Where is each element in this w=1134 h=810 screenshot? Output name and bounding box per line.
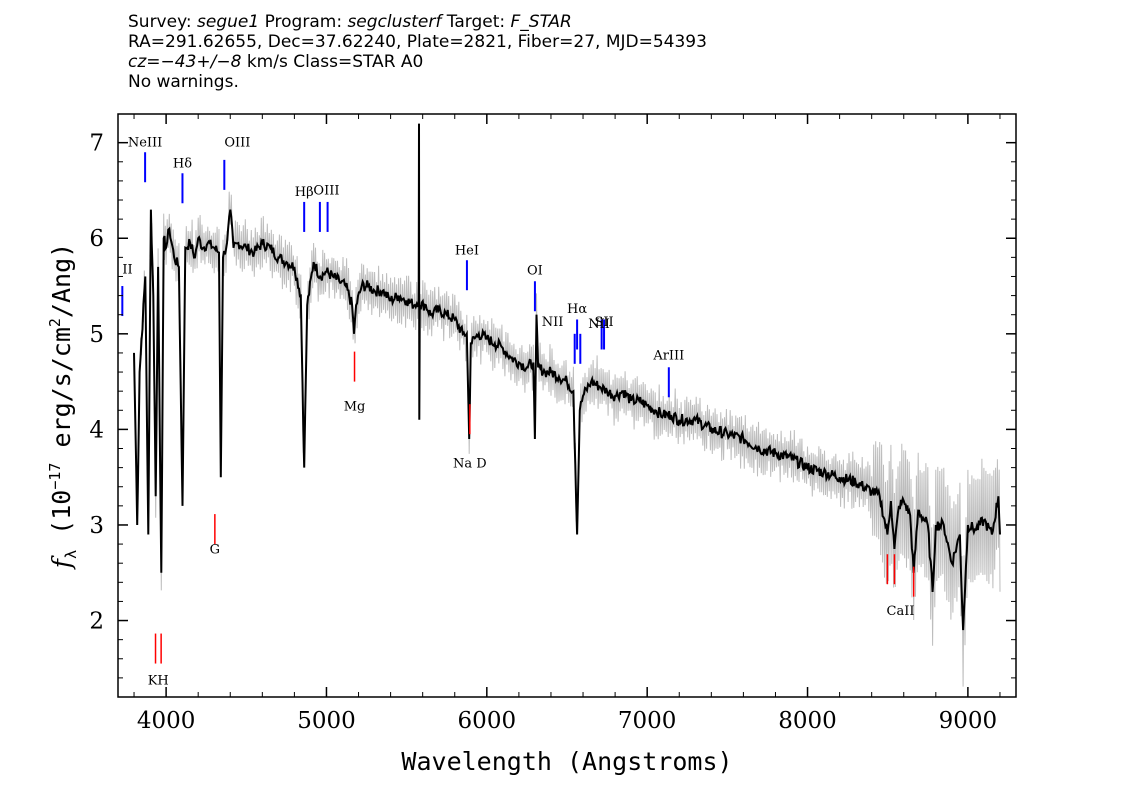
- target-label: Target:: [441, 12, 511, 32]
- line-label: KH: [148, 674, 169, 689]
- header-line-redshift: cz=−43+/−8 km/s Class=STAR A0: [128, 52, 707, 72]
- line-label: HeI: [455, 243, 479, 258]
- header-line-coordinates: RA=291.62655, Dec=37.62240, Plate=2821, …: [128, 32, 707, 52]
- line-label: II: [122, 263, 132, 278]
- cz-value: −43+/−8: [160, 52, 242, 72]
- x-tick-label: 6000: [458, 708, 517, 734]
- line-label: NeIII: [128, 135, 162, 150]
- spectrum-line: [133, 123, 1001, 631]
- y-label-exp2: 2: [46, 318, 64, 327]
- noise-band: [133, 136, 1001, 687]
- y-label-unit-c: /Ang): [47, 243, 76, 318]
- survey-value: segue1: [197, 12, 260, 32]
- y-tick-label: 6: [89, 226, 104, 252]
- line-label: CaII: [887, 604, 915, 619]
- line-label: G: [210, 543, 220, 558]
- y-tick-label: 2: [89, 609, 104, 635]
- line-label: OIII: [313, 183, 339, 198]
- x-tick-label: 9000: [939, 708, 998, 734]
- line-label: Hα: [567, 302, 587, 317]
- y-axis-label: fλ (10−17 erg/s/cm2/Ang): [46, 243, 80, 570]
- program-value: segclusterf: [347, 12, 442, 32]
- x-tick-label: 4000: [137, 708, 196, 734]
- line-label: Hβ: [295, 185, 314, 200]
- axes: 4000 5000 6000 7000 8000 9000 2 3 4 5 6 7: [89, 114, 1016, 734]
- line-label: Mg: [344, 399, 366, 414]
- line-label: OIII: [224, 135, 250, 150]
- line-label: NII: [588, 317, 610, 332]
- y-label-sub: λ: [62, 550, 80, 559]
- line-label: NII: [542, 315, 564, 330]
- header-line-warnings: No warnings.: [128, 72, 239, 92]
- y-tick-label: 5: [89, 322, 104, 348]
- y-tick-label: 7: [89, 131, 104, 157]
- spectrum-series: [133, 123, 1001, 631]
- y-label-unit-b: erg/s/cm: [47, 327, 76, 462]
- line-label: Hδ: [173, 157, 192, 172]
- survey-label: Survey:: [128, 12, 198, 32]
- y-tick-label: 4: [89, 417, 104, 443]
- line-label: OI: [527, 264, 543, 279]
- header-line-survey: Survey: segue1 Program: segclusterf Targ…: [128, 12, 707, 32]
- y-tick-label: 3: [89, 513, 104, 539]
- x-axis-label: Wavelength (Angstroms): [401, 747, 732, 776]
- line-label: SII: [594, 315, 613, 330]
- x-tick-label: 7000: [618, 708, 677, 734]
- x-tick-label: 8000: [778, 708, 837, 734]
- y-label-f: f: [47, 555, 76, 570]
- target-value: F_STAR: [510, 12, 572, 32]
- cz-label: cz=: [128, 52, 161, 72]
- line-label: Na D: [453, 457, 487, 472]
- x-tick-label: 5000: [297, 708, 356, 734]
- spectrum-header: Survey: segue1 Program: segclusterf Targ…: [128, 12, 707, 92]
- noise-trace: [133, 136, 1001, 687]
- class-text: km/s Class=STAR A0: [241, 52, 424, 72]
- y-label-unit-a: (10: [47, 490, 76, 550]
- plot-frame: [117, 113, 1017, 698]
- program-label: Program:: [259, 12, 348, 32]
- line-label: ArIII: [652, 349, 684, 364]
- y-label-exp: −17: [46, 463, 64, 490]
